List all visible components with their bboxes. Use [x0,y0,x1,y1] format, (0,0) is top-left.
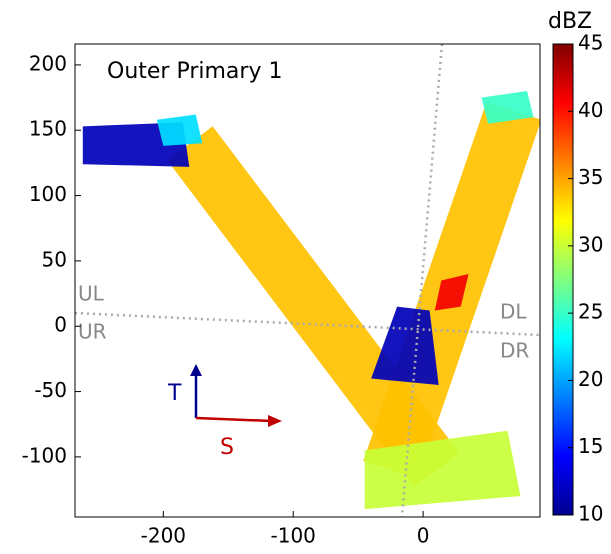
y-tick-label: -50 [34,378,67,402]
colorbar-tick-label: 10 [578,502,603,526]
quadrant-label: DL [500,300,527,324]
swath [371,306,439,386]
colorbar-tick-label: 35 [578,165,603,189]
arrow-head [190,364,202,376]
colorbar-tick-label: 20 [578,367,603,391]
swath [364,430,521,510]
x-tick-label: -200 [141,524,186,548]
y-tick-label: 50 [42,247,67,271]
colorbar-tick-label: 40 [578,98,603,122]
x-tick-label: -100 [271,524,316,548]
colorbar-tick-label: 25 [578,300,603,324]
x-tick-label: 0 [417,524,430,548]
swath [481,91,534,124]
quadrant-label: DR [500,339,529,363]
arrow-head [268,415,282,427]
chart-title: Outer Primary 1 [107,59,282,84]
colorbar-tick-label: 30 [578,232,603,256]
divider-line [400,43,444,518]
arrow-label: T [167,381,182,406]
quadrant-label: UL [78,282,105,306]
colorbar-tick-label: 15 [578,434,603,458]
colorbar-tick-label: 45 [578,31,603,55]
y-tick-label: 100 [29,182,67,206]
arrow-label: S [220,435,234,460]
colorbar [552,43,574,516]
quadrant-label: UR [78,320,107,344]
plot-area [82,91,540,510]
y-tick-label: -100 [22,443,67,467]
swath [156,114,203,146]
colorbar-label: dBZ [548,9,592,34]
swath [434,273,469,311]
arrow [195,416,273,423]
y-tick-label: 0 [54,313,67,337]
y-tick-label: 200 [29,51,67,75]
plot-frame [74,43,541,518]
y-tick-label: 150 [29,117,67,141]
